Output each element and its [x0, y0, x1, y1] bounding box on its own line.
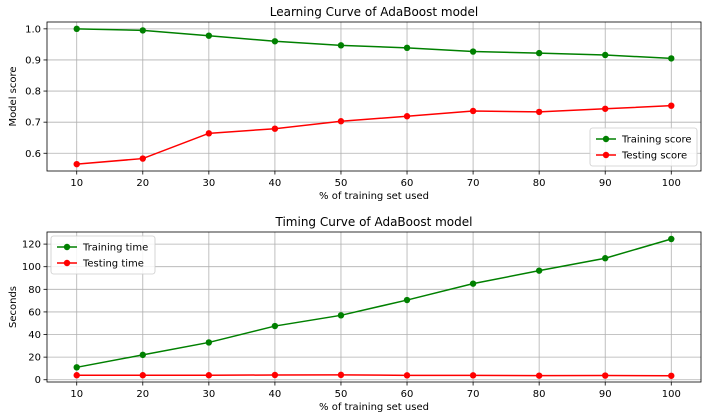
x-tick-label: 70 [467, 389, 480, 400]
data-point [337, 42, 345, 49]
axes-frame [46, 231, 702, 383]
y-tick-label: 1.0 [25, 24, 41, 35]
legend-label: Testing score [621, 151, 687, 162]
data-point [602, 105, 609, 112]
chart-panel-1: 10 20 30 40 50 60 70 80 90 100 0.6 0.7 0.8 0.9 1.0 Lear… [8, 5, 702, 202]
y-tick-label: 80 [28, 285, 41, 296]
y-tick-label: 100 [22, 262, 41, 273]
y-axis-label: Seconds [8, 286, 19, 328]
y-tick-label: 0.9 [25, 55, 41, 66]
data-point [337, 371, 345, 379]
x-tick-label: 10 [70, 178, 83, 189]
data-point [668, 235, 675, 243]
data-point [668, 372, 675, 379]
data-point [469, 107, 477, 115]
y-axis-label: Model score [8, 66, 19, 126]
legend: Training score Testing score [589, 127, 698, 167]
legend-label: Testing time [82, 259, 144, 270]
x-tick-label: 20 [136, 389, 149, 400]
data-point [469, 372, 477, 379]
data-point [602, 255, 609, 262]
legend-box [589, 127, 698, 167]
x-tick-label: 10 [70, 389, 83, 400]
legend-marker [63, 243, 71, 251]
x-tick-label: 50 [335, 178, 348, 189]
data-point [469, 280, 477, 287]
x-tick-label: 90 [599, 178, 612, 189]
x-tick-label: 70 [467, 178, 480, 189]
data-point [535, 267, 543, 274]
y-tick-label: 120 [22, 240, 41, 251]
data-point [403, 372, 411, 379]
data-point [205, 32, 213, 39]
x-tick-label: 40 [269, 389, 282, 400]
y-tick-label: 20 [28, 353, 41, 364]
legend-marker [602, 151, 610, 159]
data-point [602, 51, 609, 59]
x-tick-label: 50 [335, 389, 348, 400]
data-point [403, 296, 411, 304]
data-point [271, 322, 279, 330]
x-tick-label: 20 [136, 178, 149, 189]
y-tick-label: 0.8 [25, 87, 41, 98]
series-line [76, 104, 672, 165]
data-point [139, 372, 146, 379]
legend-marker [63, 259, 71, 267]
data-point [668, 55, 675, 62]
data-point [73, 160, 80, 168]
chart-title: Learning Curve of AdaBoost model [270, 5, 479, 19]
x-tick-label: 100 [662, 178, 681, 189]
data-point [403, 44, 411, 52]
series-line [76, 238, 672, 369]
chart-panel-2: 10 20 30 40 50 60 70 80 90 100 0 20 40 60 80 100 120 Timi… [8, 215, 702, 413]
data-point [469, 48, 477, 55]
data-point [668, 102, 675, 109]
data-point [535, 49, 543, 57]
x-tick-label: 30 [202, 178, 215, 189]
data-point [73, 25, 80, 33]
x-tick-label: 80 [533, 389, 546, 400]
legend: Training time Testing time [50, 235, 156, 275]
data-point [271, 38, 279, 45]
data-point [139, 27, 146, 34]
x-tick-label: 90 [599, 389, 612, 400]
data-point [535, 108, 543, 116]
series-line [76, 374, 672, 377]
axes-frame [46, 21, 702, 172]
legend-box [50, 235, 156, 275]
x-tick-label: 60 [401, 389, 414, 400]
data-point [139, 155, 146, 162]
data-point [403, 113, 411, 120]
data-point [205, 130, 213, 137]
x-tick-label: 100 [662, 389, 681, 400]
chart-title: Timing Curve of AdaBoost model [275, 215, 473, 229]
data-point [73, 364, 80, 371]
y-tick-label: 40 [28, 330, 41, 341]
legend-marker [602, 135, 610, 143]
x-tick-label: 40 [269, 178, 282, 189]
legend-label: Training time [82, 243, 148, 254]
data-point [535, 372, 543, 379]
x-axis-label: % of training set used [319, 402, 429, 413]
data-point [73, 372, 80, 379]
data-point [271, 371, 279, 379]
y-tick-label: 0.6 [25, 149, 41, 160]
data-point [271, 125, 279, 132]
y-tick-label: 0.7 [25, 118, 41, 129]
x-tick-label: 30 [202, 389, 215, 400]
data-point [205, 372, 213, 379]
x-tick-label: 80 [533, 178, 546, 189]
data-point [139, 351, 146, 359]
y-tick-label: 0 [35, 375, 41, 386]
data-point [602, 372, 609, 379]
x-axis-label: % of training set used [319, 191, 429, 202]
x-tick-label: 60 [401, 178, 414, 189]
data-point [205, 339, 213, 346]
y-tick-label: 60 [28, 307, 41, 318]
data-point [337, 118, 345, 125]
series-line [76, 28, 672, 60]
data-point [337, 312, 345, 319]
legend-label: Training score [621, 135, 692, 146]
